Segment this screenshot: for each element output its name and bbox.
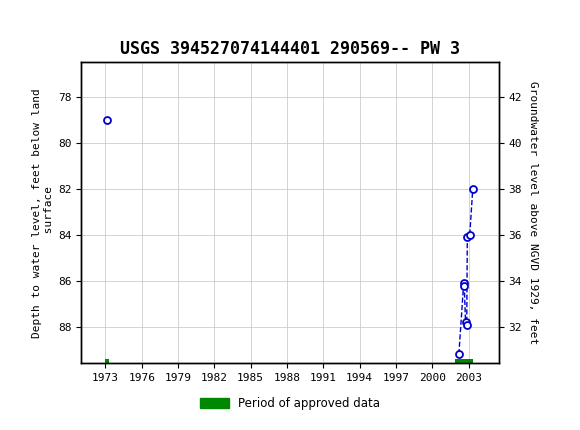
Bar — [106, 359, 109, 367]
Y-axis label: Depth to water level, feet below land
 surface: Depth to water level, feet below land su… — [32, 88, 54, 338]
Legend: Period of approved data: Period of approved data — [195, 392, 385, 415]
Bar — [455, 359, 473, 367]
Text: ≋USGS: ≋USGS — [9, 14, 63, 31]
Y-axis label: Groundwater level above NGVD 1929, feet: Groundwater level above NGVD 1929, feet — [528, 81, 538, 344]
Text: USGS 394527074144401 290569-- PW 3: USGS 394527074144401 290569-- PW 3 — [120, 40, 460, 58]
